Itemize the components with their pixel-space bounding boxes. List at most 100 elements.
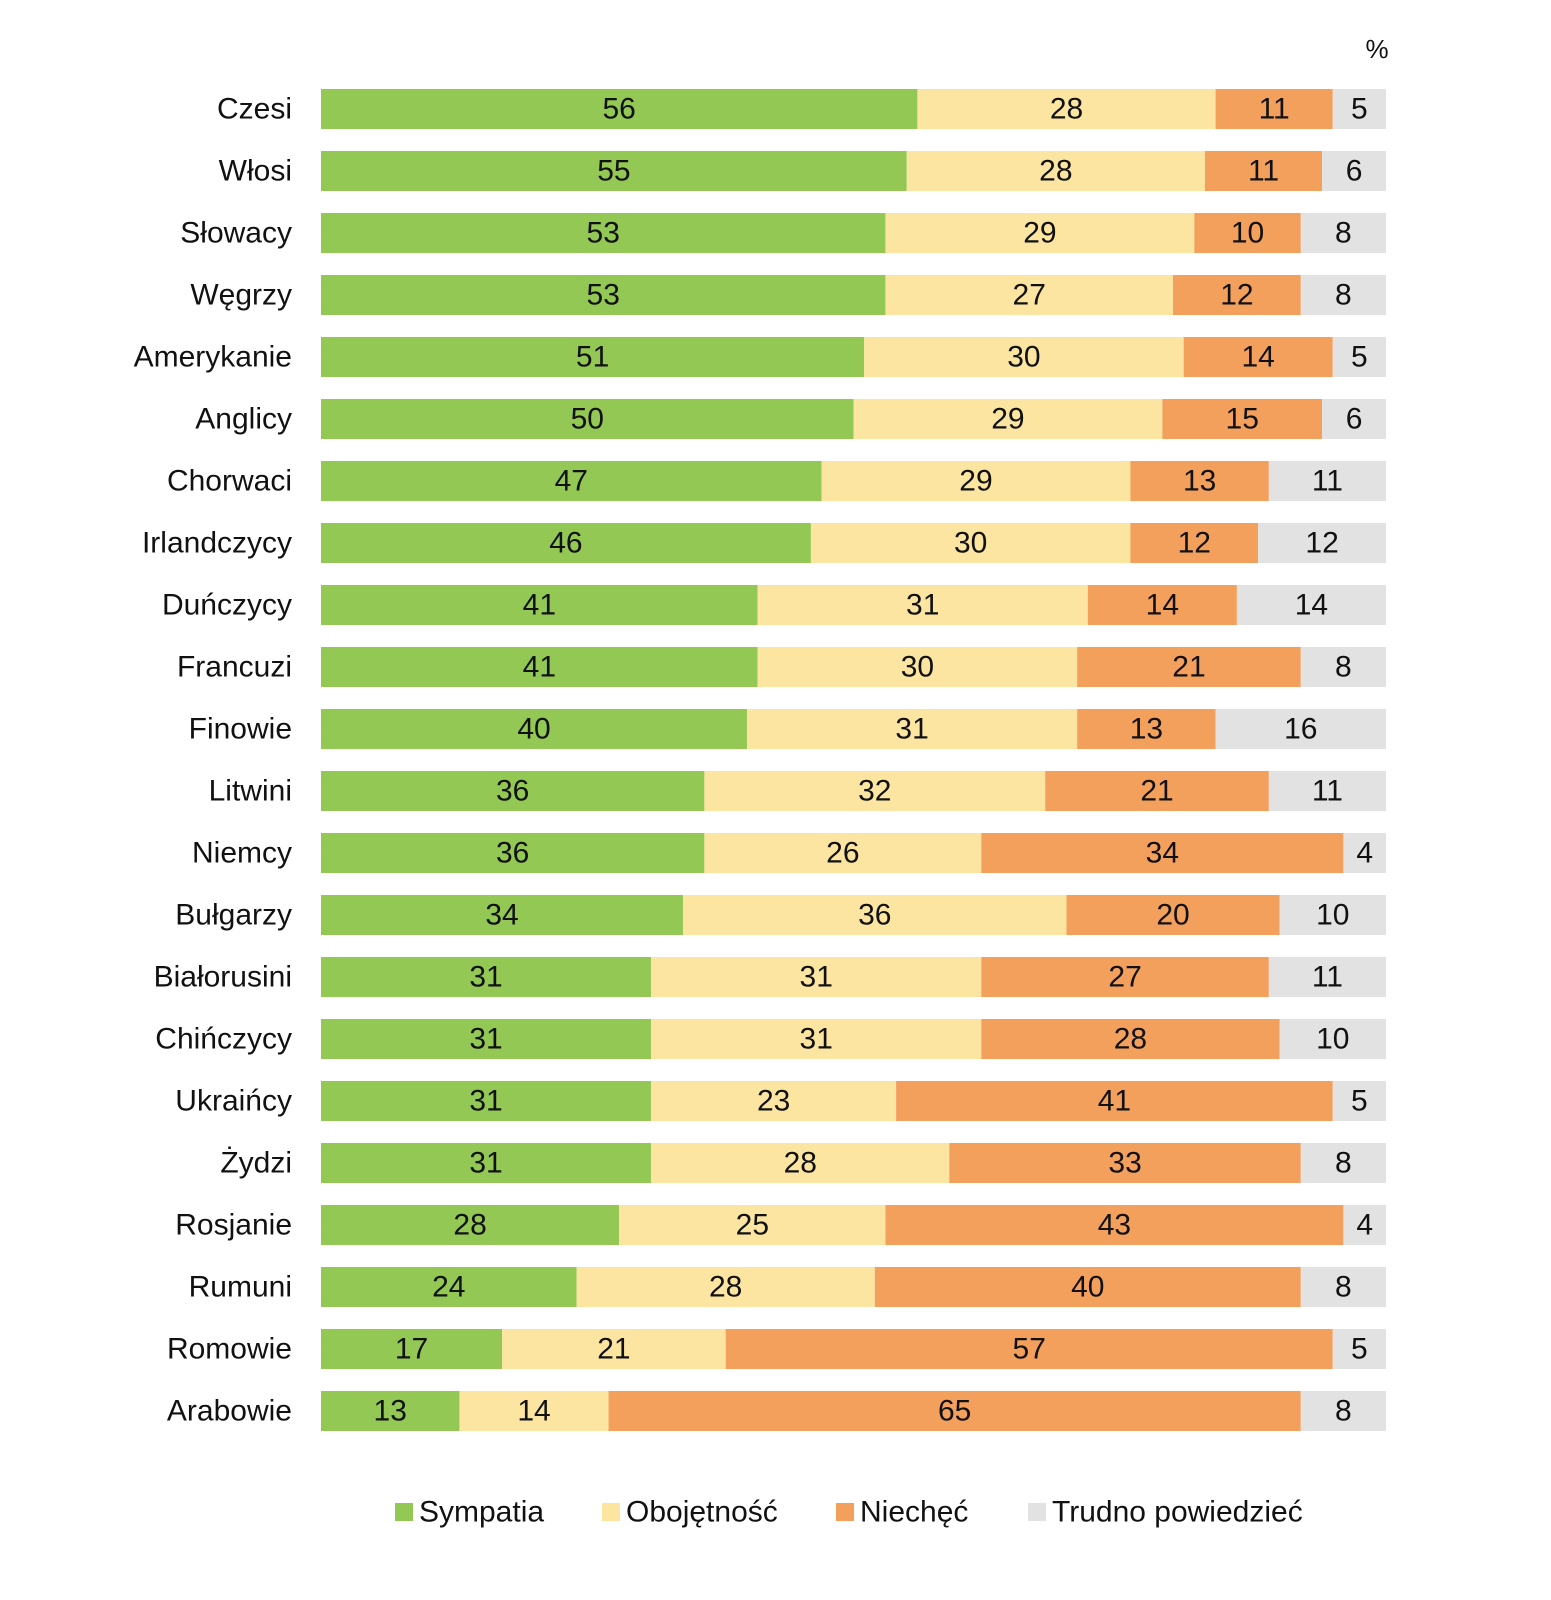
value-label-obojetnosc-wegrzy: 27 bbox=[1013, 279, 1046, 312]
bar-sympatia-irlandczycy bbox=[321, 523, 811, 563]
unit-label: % bbox=[1365, 34, 1388, 64]
value-label-obojetnosc-francuzi: 30 bbox=[901, 651, 934, 684]
bar-obojetnosc-ukraincy bbox=[651, 1081, 897, 1121]
value-label-trudno-powiedziec-francuzi: 8 bbox=[1335, 651, 1352, 684]
bar-niechec-chorwaci bbox=[1130, 461, 1269, 501]
bar-niechec-arabowie bbox=[608, 1391, 1301, 1431]
bar-niechec-irlandczycy bbox=[1130, 523, 1259, 563]
bar-sympatia-slowacy bbox=[321, 213, 886, 253]
value-label-obojetnosc-chorwaci: 29 bbox=[959, 465, 992, 498]
legend-swatch-niechec bbox=[836, 1503, 854, 1521]
legend-label-obojetnosc: Obojętność bbox=[626, 1496, 778, 1529]
bar-niechec-niemcy bbox=[981, 833, 1344, 873]
bar-trudno-powiedziec-amerykanie bbox=[1332, 337, 1386, 377]
value-label-obojetnosc-rosjanie: 25 bbox=[736, 1209, 769, 1242]
bar-sympatia-chorwaci bbox=[321, 461, 822, 501]
value-label-sympatia-francuzi: 41 bbox=[523, 651, 556, 684]
bar-obojetnosc-wlosi bbox=[906, 151, 1205, 191]
bar-trudno-powiedziec-francuzi bbox=[1300, 647, 1386, 687]
bar-trudno-powiedziec-bulgarzy bbox=[1279, 895, 1386, 935]
value-label-sympatia-rumuni: 24 bbox=[432, 1271, 465, 1304]
bar-sympatia-bialorusini bbox=[321, 957, 652, 997]
category-label-arabowie: Arabowie bbox=[167, 1395, 292, 1428]
category-label-rumuni: Rumuni bbox=[189, 1271, 292, 1304]
bar-obojetnosc-bulgarzy bbox=[683, 895, 1067, 935]
value-label-trudno-powiedziec-finowie: 16 bbox=[1284, 713, 1317, 746]
bar-trudno-powiedziec-slowacy bbox=[1300, 213, 1386, 253]
bar-obojetnosc-niemcy bbox=[704, 833, 982, 873]
value-label-trudno-powiedziec-romowie: 5 bbox=[1351, 1333, 1368, 1366]
value-label-trudno-powiedziec-wegrzy: 8 bbox=[1335, 279, 1352, 312]
bar-sympatia-wegrzy bbox=[321, 275, 886, 315]
category-label-anglicy: Anglicy bbox=[195, 403, 292, 436]
bar-obojetnosc-anglicy bbox=[853, 399, 1163, 439]
value-label-obojetnosc-niemcy: 26 bbox=[826, 837, 859, 870]
value-label-trudno-powiedziec-wlosi: 6 bbox=[1346, 155, 1363, 188]
bar-sympatia-anglicy bbox=[321, 399, 854, 439]
legend-label-niechec: Niechęć bbox=[860, 1496, 968, 1529]
bar-obojetnosc-wegrzy bbox=[885, 275, 1173, 315]
value-label-obojetnosc-zydzi: 28 bbox=[784, 1147, 817, 1180]
category-label-romowie: Romowie bbox=[167, 1333, 292, 1366]
value-label-trudno-powiedziec-bialorusini: 11 bbox=[1312, 961, 1343, 994]
legend-swatch-sympatia bbox=[395, 1503, 413, 1521]
value-label-niechec-arabowie: 65 bbox=[938, 1395, 971, 1428]
value-label-niechec-niemcy: 34 bbox=[1146, 837, 1179, 870]
value-label-obojetnosc-arabowie: 14 bbox=[517, 1395, 550, 1428]
value-label-trudno-powiedziec-niemcy: 4 bbox=[1356, 837, 1373, 870]
bar-niechec-amerykanie bbox=[1183, 337, 1333, 377]
value-label-obojetnosc-slowacy: 29 bbox=[1023, 217, 1056, 250]
value-label-obojetnosc-bulgarzy: 36 bbox=[858, 899, 891, 932]
bar-obojetnosc-finowie bbox=[747, 709, 1078, 749]
bar-niechec-romowie bbox=[725, 1329, 1333, 1369]
value-label-obojetnosc-litwini: 32 bbox=[858, 775, 891, 808]
bar-niechec-czesi bbox=[1215, 89, 1333, 129]
bar-obojetnosc-slowacy bbox=[885, 213, 1195, 253]
value-label-niechec-anglicy: 15 bbox=[1226, 403, 1259, 436]
value-label-niechec-zydzi: 33 bbox=[1108, 1147, 1141, 1180]
bar-trudno-powiedziec-finowie bbox=[1215, 709, 1386, 749]
value-label-trudno-powiedziec-litwini: 11 bbox=[1312, 775, 1343, 808]
legend-label-sympatia: Sympatia bbox=[419, 1496, 544, 1529]
value-label-obojetnosc-finowie: 31 bbox=[895, 713, 928, 746]
bar-sympatia-amerykanie bbox=[321, 337, 865, 377]
bar-trudno-powiedziec-chorwaci bbox=[1268, 461, 1386, 501]
value-label-niechec-rosjanie: 43 bbox=[1098, 1209, 1131, 1242]
bar-sympatia-francuzi bbox=[321, 647, 758, 687]
bar-sympatia-niemcy bbox=[321, 833, 705, 873]
category-label-slowacy: Słowacy bbox=[180, 217, 292, 250]
value-label-sympatia-chorwaci: 47 bbox=[555, 465, 588, 498]
bar-obojetnosc-irlandczycy bbox=[810, 523, 1131, 563]
value-label-trudno-powiedziec-amerykanie: 5 bbox=[1351, 341, 1368, 374]
value-label-obojetnosc-dunczycy: 31 bbox=[906, 589, 939, 622]
bar-niechec-bulgarzy bbox=[1066, 895, 1280, 935]
value-label-obojetnosc-wlosi: 28 bbox=[1039, 155, 1072, 188]
value-label-trudno-powiedziec-chinczycy: 10 bbox=[1316, 1023, 1349, 1056]
category-label-litwini: Litwini bbox=[209, 775, 292, 808]
value-label-niechec-litwini: 21 bbox=[1140, 775, 1173, 808]
value-label-niechec-irlandczycy: 12 bbox=[1178, 527, 1211, 560]
value-label-trudno-powiedziec-arabowie: 8 bbox=[1335, 1395, 1352, 1428]
bar-trudno-powiedziec-rumuni bbox=[1300, 1267, 1386, 1307]
value-label-sympatia-czesi: 56 bbox=[603, 93, 636, 126]
bar-obojetnosc-dunczycy bbox=[757, 585, 1088, 625]
bar-trudno-powiedziec-arabowie bbox=[1300, 1391, 1386, 1431]
value-label-sympatia-wegrzy: 53 bbox=[587, 279, 620, 312]
bar-obojetnosc-amerykanie bbox=[864, 337, 1184, 377]
value-label-niechec-rumuni: 40 bbox=[1071, 1271, 1104, 1304]
value-label-niechec-romowie: 57 bbox=[1013, 1333, 1046, 1366]
value-label-trudno-powiedziec-ukraincy: 5 bbox=[1351, 1085, 1368, 1118]
value-label-obojetnosc-bialorusini: 31 bbox=[800, 961, 833, 994]
value-label-obojetnosc-czesi: 28 bbox=[1050, 93, 1083, 126]
value-label-trudno-powiedziec-bulgarzy: 10 bbox=[1316, 899, 1349, 932]
bar-niechec-rumuni bbox=[874, 1267, 1301, 1307]
bar-trudno-powiedziec-ukraincy bbox=[1332, 1081, 1386, 1121]
category-label-ukraincy: Ukraińcy bbox=[175, 1085, 292, 1118]
bar-niechec-francuzi bbox=[1077, 647, 1301, 687]
category-label-francuzi: Francuzi bbox=[177, 651, 292, 684]
value-label-trudno-powiedziec-anglicy: 6 bbox=[1346, 403, 1363, 436]
bar-obojetnosc-czesi bbox=[917, 89, 1216, 129]
value-label-sympatia-bulgarzy: 34 bbox=[485, 899, 518, 932]
category-label-finowie: Finowie bbox=[189, 713, 292, 746]
